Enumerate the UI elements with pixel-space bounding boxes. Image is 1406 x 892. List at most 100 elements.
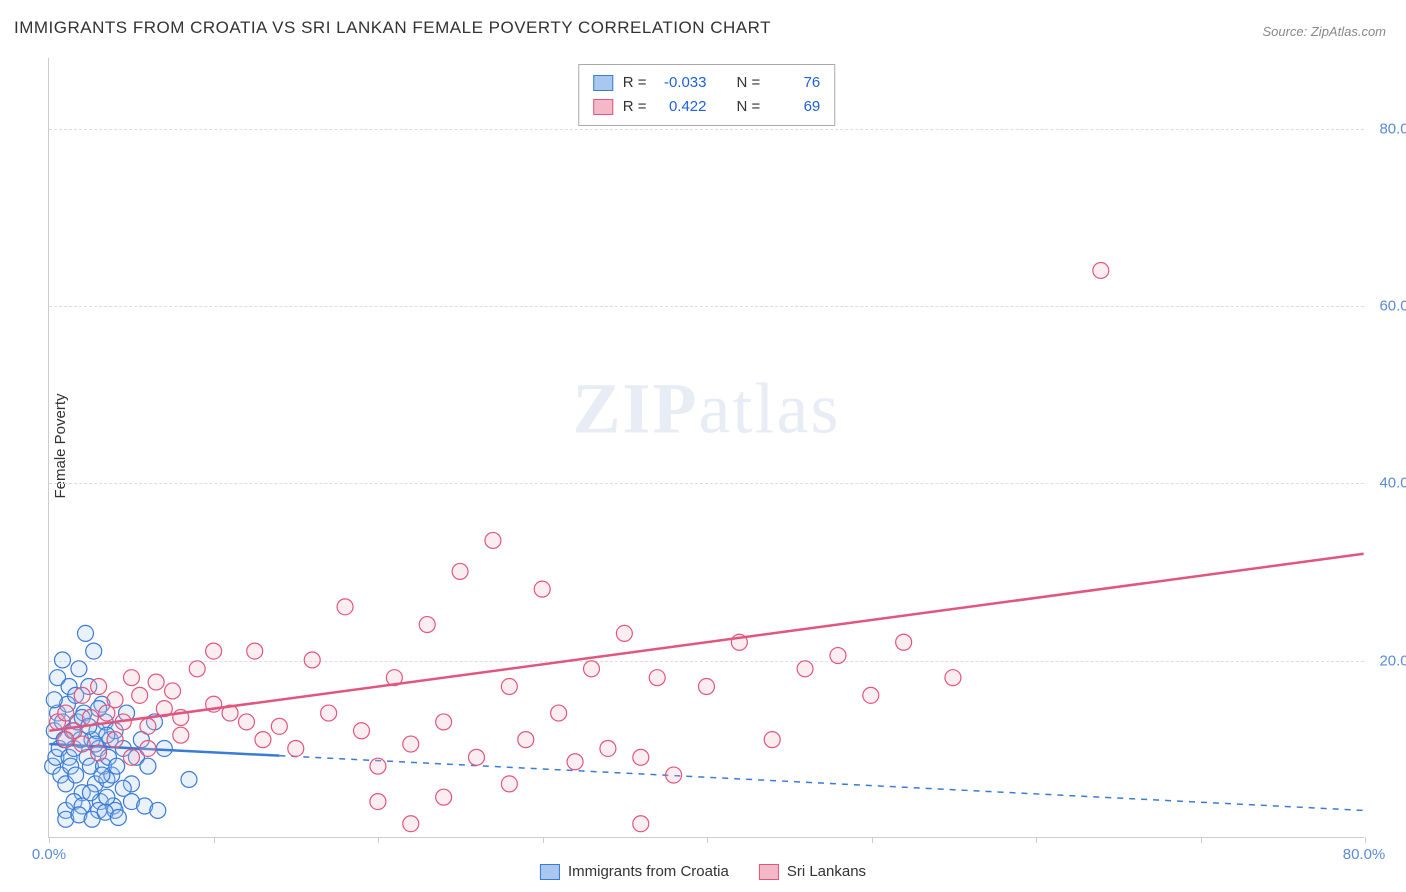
data-point-srilanka bbox=[74, 736, 90, 752]
data-point-croatia bbox=[82, 785, 98, 801]
data-point-srilanka bbox=[91, 745, 107, 761]
data-point-srilanka bbox=[863, 687, 879, 703]
trend-line-srilanka bbox=[49, 554, 1363, 731]
data-point-srilanka bbox=[501, 679, 517, 695]
data-point-srilanka bbox=[304, 652, 320, 668]
data-point-srilanka bbox=[321, 705, 337, 721]
data-point-srilanka bbox=[501, 776, 517, 792]
data-point-srilanka bbox=[485, 532, 501, 548]
data-point-croatia bbox=[94, 767, 110, 783]
data-point-srilanka bbox=[403, 736, 419, 752]
n-value-croatia: 76 bbox=[770, 71, 820, 95]
x-end-label: 80.0% bbox=[1343, 846, 1386, 863]
data-point-srilanka bbox=[58, 705, 74, 721]
y-tick-label: 80.0% bbox=[1379, 120, 1406, 137]
swatch-srilanka-icon bbox=[759, 864, 779, 880]
legend-item-croatia: Immigrants from Croatia bbox=[540, 863, 729, 880]
y-tick-label: 20.0% bbox=[1379, 652, 1406, 669]
source-attribution: Source: ZipAtlas.com bbox=[1262, 24, 1386, 39]
data-point-srilanka bbox=[469, 749, 485, 765]
y-tick-label: 40.0% bbox=[1379, 475, 1406, 492]
data-point-srilanka bbox=[649, 670, 665, 686]
data-point-srilanka bbox=[140, 740, 156, 756]
data-point-srilanka bbox=[206, 643, 222, 659]
data-point-srilanka bbox=[797, 661, 813, 677]
r-value-srilanka: 0.422 bbox=[657, 95, 707, 119]
data-point-srilanka bbox=[1093, 262, 1109, 278]
chart-title: IMMIGRANTS FROM CROATIA VS SRI LANKAN FE… bbox=[14, 18, 771, 38]
r-label: R = bbox=[623, 71, 647, 95]
data-point-srilanka bbox=[699, 679, 715, 695]
swatch-srilanka bbox=[593, 99, 613, 115]
legend-label-croatia: Immigrants from Croatia bbox=[568, 863, 729, 880]
data-point-srilanka bbox=[165, 683, 181, 699]
data-point-croatia bbox=[71, 661, 87, 677]
legend-label-srilanka: Sri Lankans bbox=[787, 863, 866, 880]
data-point-srilanka bbox=[107, 692, 123, 708]
data-point-srilanka bbox=[419, 617, 435, 633]
data-point-srilanka bbox=[173, 727, 189, 743]
data-point-croatia bbox=[68, 767, 84, 783]
data-point-srilanka bbox=[534, 581, 550, 597]
data-point-croatia bbox=[140, 758, 156, 774]
data-point-srilanka bbox=[436, 714, 452, 730]
data-point-srilanka bbox=[370, 758, 386, 774]
legend-row-srilanka: R = 0.422 N = 69 bbox=[593, 95, 821, 119]
data-point-srilanka bbox=[896, 634, 912, 650]
data-point-srilanka bbox=[616, 625, 632, 641]
legend-row-croatia: R = -0.033 N = 76 bbox=[593, 71, 821, 95]
data-point-srilanka bbox=[132, 687, 148, 703]
r-value-croatia: -0.033 bbox=[657, 71, 707, 95]
swatch-croatia bbox=[593, 75, 613, 91]
data-point-croatia bbox=[109, 758, 125, 774]
data-point-srilanka bbox=[764, 732, 780, 748]
data-point-srilanka bbox=[567, 754, 583, 770]
data-point-srilanka bbox=[354, 723, 370, 739]
data-point-srilanka bbox=[189, 661, 205, 677]
data-point-srilanka bbox=[600, 740, 616, 756]
n-label: N = bbox=[737, 95, 761, 119]
data-point-srilanka bbox=[945, 670, 961, 686]
data-point-srilanka bbox=[123, 749, 139, 765]
series-legend: Immigrants from Croatia Sri Lankans bbox=[540, 863, 866, 880]
data-point-srilanka bbox=[140, 718, 156, 734]
data-point-croatia bbox=[110, 810, 126, 826]
data-point-croatia bbox=[54, 652, 70, 668]
data-point-srilanka bbox=[666, 767, 682, 783]
data-point-srilanka bbox=[830, 648, 846, 664]
data-point-srilanka bbox=[633, 749, 649, 765]
data-point-srilanka bbox=[518, 732, 534, 748]
data-point-srilanka bbox=[239, 714, 255, 730]
data-point-srilanka bbox=[123, 670, 139, 686]
correlation-legend: R = -0.033 N = 76 R = 0.422 N = 69 bbox=[578, 64, 836, 126]
r-label: R = bbox=[623, 95, 647, 119]
data-point-srilanka bbox=[288, 740, 304, 756]
data-point-srilanka bbox=[633, 816, 649, 832]
data-point-srilanka bbox=[148, 674, 164, 690]
data-point-srilanka bbox=[91, 679, 107, 695]
scatter-plot-svg bbox=[49, 58, 1364, 837]
n-value-srilanka: 69 bbox=[770, 95, 820, 119]
data-point-croatia bbox=[181, 771, 197, 787]
data-point-srilanka bbox=[107, 732, 123, 748]
data-point-srilanka bbox=[337, 599, 353, 615]
data-point-srilanka bbox=[255, 732, 271, 748]
chart-plot-area: ZIPatlas 20.0%40.0%60.0%80.0% R = -0.033… bbox=[48, 58, 1364, 838]
n-label: N = bbox=[737, 71, 761, 95]
legend-item-srilanka: Sri Lankans bbox=[759, 863, 866, 880]
data-point-srilanka bbox=[370, 794, 386, 810]
x-origin-label: 0.0% bbox=[32, 846, 66, 863]
data-point-srilanka bbox=[551, 705, 567, 721]
data-point-srilanka bbox=[271, 718, 287, 734]
swatch-croatia-icon bbox=[540, 864, 560, 880]
data-point-croatia bbox=[86, 643, 102, 659]
data-point-srilanka bbox=[82, 710, 98, 726]
data-point-croatia bbox=[77, 625, 93, 641]
data-point-srilanka bbox=[436, 789, 452, 805]
data-point-srilanka bbox=[58, 732, 74, 748]
data-point-srilanka bbox=[584, 661, 600, 677]
data-point-srilanka bbox=[74, 687, 90, 703]
data-point-srilanka bbox=[403, 816, 419, 832]
data-point-srilanka bbox=[452, 563, 468, 579]
y-tick-label: 60.0% bbox=[1379, 298, 1406, 315]
